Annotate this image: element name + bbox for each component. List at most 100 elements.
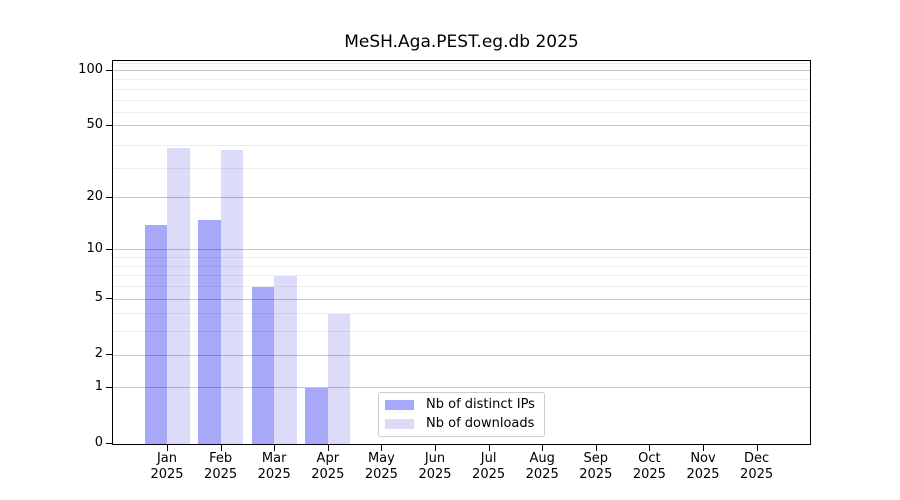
minor-gridline — [113, 265, 810, 267]
x-tick-year: 2025 — [472, 466, 506, 482]
major-gridline — [113, 249, 810, 251]
y-tick-label: 10 — [86, 240, 103, 256]
minor-gridline — [113, 275, 810, 277]
x-tick-label-jan: Jan 2025 — [127, 451, 207, 482]
bar-downloads-feb — [220, 149, 244, 444]
x-tick-month: Oct — [638, 451, 661, 466]
legend-item-distinct-ips: Nb of distinct IPs — [385, 398, 535, 412]
bar-downloads-mar — [274, 275, 297, 444]
bar-downloads-apr — [327, 313, 351, 444]
x-tick-year: 2025 — [311, 466, 345, 482]
legend-label-downloads: Nb of downloads — [426, 416, 535, 431]
x-tick-year: 2025 — [418, 466, 452, 482]
major-gridline — [113, 125, 810, 127]
bar-distinct-ips-mar — [251, 286, 275, 444]
x-tick-month: Mar — [261, 451, 287, 466]
y-tick-label: 100 — [78, 61, 103, 77]
legend-item-downloads: Nb of downloads — [385, 417, 535, 431]
minor-gridline — [113, 168, 810, 170]
x-tick-mark — [595, 445, 597, 451]
x-tick-year: 2025 — [204, 466, 238, 482]
plot-area — [112, 60, 811, 445]
y-tick-label: 2 — [94, 346, 103, 362]
x-tick-mark — [756, 445, 758, 451]
x-tick-month: Sep — [583, 451, 609, 466]
x-tick-mark — [435, 445, 436, 451]
minor-gridline — [113, 286, 810, 288]
x-tick-year: 2025 — [740, 466, 774, 482]
y-tick-mark — [106, 443, 112, 444]
major-gridline — [113, 197, 810, 199]
x-tick-label-mar: Mar 2025 — [234, 451, 314, 482]
minor-gridline — [113, 79, 810, 81]
x-tick-label-oct: Oct 2025 — [609, 451, 689, 482]
gridlines-layer — [113, 61, 810, 444]
legend: Nb of distinct IPs Nb of downloads — [378, 392, 545, 437]
x-tick-mark — [381, 445, 383, 451]
chart-title: MeSH.Aga.PEST.eg.db 2025 — [344, 32, 579, 52]
x-tick-month: May — [367, 451, 395, 466]
x-tick-mark — [488, 445, 490, 451]
x-tick-label-nov: Nov 2025 — [663, 451, 743, 482]
x-tick-year: 2025 — [686, 466, 720, 482]
x-tick-mark — [649, 445, 651, 451]
y-tick-label: 1 — [94, 378, 103, 394]
bars-layer — [113, 61, 810, 444]
bar-distinct-ips-apr — [305, 387, 328, 444]
x-tick-label-aug: Aug 2025 — [502, 451, 582, 482]
x-tick-label-sep: Sep 2025 — [556, 451, 636, 482]
x-tick-month: Apr — [316, 451, 340, 466]
x-tick-mark — [703, 445, 704, 451]
minor-gridline — [113, 331, 810, 333]
x-tick-mark — [220, 445, 222, 451]
y-tick-mark — [106, 124, 112, 126]
major-gridline — [113, 354, 810, 356]
x-tick-year: 2025 — [525, 466, 559, 482]
x-tick-month: Dec — [744, 451, 770, 466]
legend-swatch-distinct-ips — [385, 400, 414, 410]
x-tick-month: Jan — [156, 451, 178, 466]
x-tick-mark — [542, 445, 544, 451]
minor-gridline — [113, 112, 810, 114]
bar-distinct-ips-feb — [198, 219, 221, 444]
x-tick-year: 2025 — [632, 466, 666, 482]
y-tick-label: 50 — [86, 116, 103, 132]
x-tick-mark — [167, 445, 168, 451]
minor-gridline — [113, 88, 810, 90]
minor-gridline — [113, 257, 810, 259]
y-tick-mark — [106, 298, 112, 300]
y-tick-mark — [106, 248, 112, 250]
y-tick-mark — [106, 69, 112, 71]
x-tick-month: Aug — [529, 451, 555, 466]
x-tick-year: 2025 — [364, 466, 398, 482]
x-tick-label-feb: Feb 2025 — [181, 451, 261, 482]
minor-gridline — [113, 63, 810, 65]
y-tick-mark — [106, 196, 112, 198]
x-tick-year: 2025 — [579, 466, 613, 482]
minor-gridline — [113, 313, 810, 315]
major-gridline — [113, 70, 810, 72]
minor-gridline — [113, 99, 810, 101]
major-gridline — [113, 387, 810, 389]
x-tick-label-jun: Jun 2025 — [395, 451, 475, 482]
y-tick-mark — [106, 386, 112, 388]
x-tick-label-jul: Jul 2025 — [449, 451, 529, 482]
bar-downloads-jan — [167, 147, 190, 444]
x-tick-month: Jun — [424, 451, 446, 466]
y-tick-label: 5 — [94, 290, 103, 306]
x-tick-month: Feb — [209, 451, 233, 466]
major-gridline — [113, 298, 810, 300]
legend-swatch-downloads — [385, 419, 414, 429]
x-tick-label-dec: Dec 2025 — [717, 451, 797, 482]
x-tick-month: Jul — [480, 451, 497, 466]
x-tick-label-apr: Apr 2025 — [288, 451, 368, 482]
x-tick-year: 2025 — [150, 466, 184, 482]
x-tick-year: 2025 — [257, 466, 291, 482]
x-tick-mark — [327, 445, 329, 451]
y-tick-label: 20 — [86, 188, 103, 204]
x-tick-label-may: May 2025 — [341, 451, 421, 482]
x-tick-month: Nov — [690, 451, 716, 466]
x-tick-mark — [274, 445, 276, 451]
legend-label-distinct-ips: Nb of distinct IPs — [426, 397, 535, 412]
